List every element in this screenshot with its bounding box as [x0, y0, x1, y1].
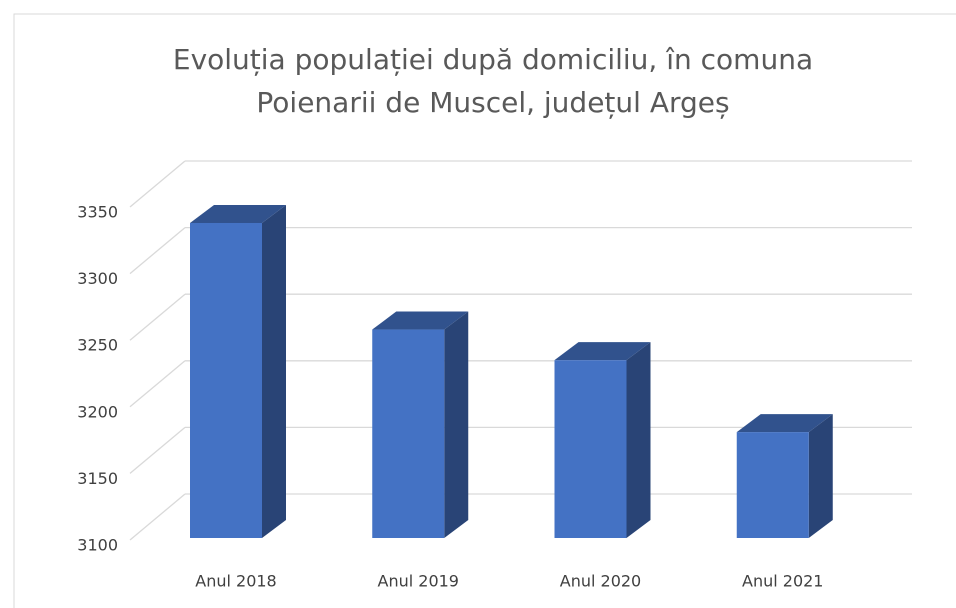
bar-top [554, 342, 651, 361]
grid-line [129, 493, 186, 541]
chart-title: Evoluția populației după domiciliu, în c… [173, 43, 813, 76]
y-tick-label: 3250 [77, 336, 118, 355]
bar-top [372, 311, 469, 330]
grid-line [129, 360, 186, 408]
bar-side [444, 311, 469, 538]
grid-line [129, 293, 186, 341]
y-tick-label: 3350 [77, 203, 118, 222]
y-tick-label: 3150 [77, 469, 118, 488]
bar-top [190, 204, 286, 223]
bar [554, 360, 627, 538]
x-tick-label: Anul 2019 [378, 572, 459, 591]
bar [736, 432, 809, 538]
y-tick-label: 3100 [77, 536, 118, 555]
x-tick-label: Anul 2021 [742, 572, 823, 591]
grid-line [129, 160, 186, 208]
bar-side [626, 342, 651, 538]
x-tick-label: Anul 2018 [195, 572, 276, 591]
x-tick-label: Anul 2020 [560, 572, 641, 591]
chart-title: Poienarii de Muscel, județul Argeș [256, 86, 729, 119]
bar-top [736, 414, 833, 433]
grid-line [129, 426, 186, 474]
bar [372, 329, 445, 538]
bar [190, 222, 262, 538]
bar-side [262, 204, 286, 538]
bar-side [808, 414, 833, 538]
y-tick-label: 3300 [77, 269, 118, 288]
grid-line [129, 227, 186, 275]
y-tick-label: 3200 [77, 402, 118, 421]
